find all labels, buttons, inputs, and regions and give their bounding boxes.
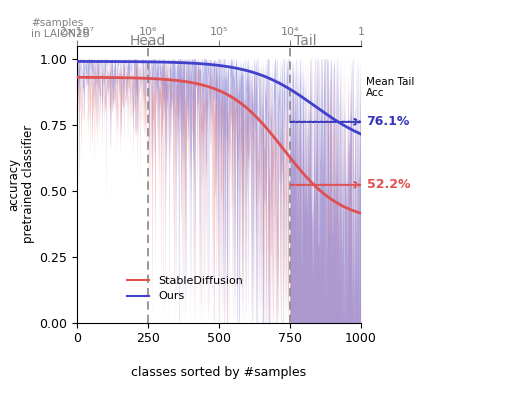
Text: #samples
in LAION2B: #samples in LAION2B	[32, 18, 90, 39]
Text: Head: Head	[129, 34, 166, 48]
Text: 52.2%: 52.2%	[366, 178, 409, 191]
Text: Tail: Tail	[294, 34, 316, 48]
X-axis label: classes sorted by #samples: classes sorted by #samples	[131, 366, 306, 379]
Text: Mean Tail
Acc: Mean Tail Acc	[365, 77, 413, 98]
Text: 76.1%: 76.1%	[366, 115, 409, 128]
Y-axis label: accuracy
pretrained classifier: accuracy pretrained classifier	[7, 125, 35, 243]
Legend: StableDiffusion, Ours: StableDiffusion, Ours	[122, 271, 247, 306]
